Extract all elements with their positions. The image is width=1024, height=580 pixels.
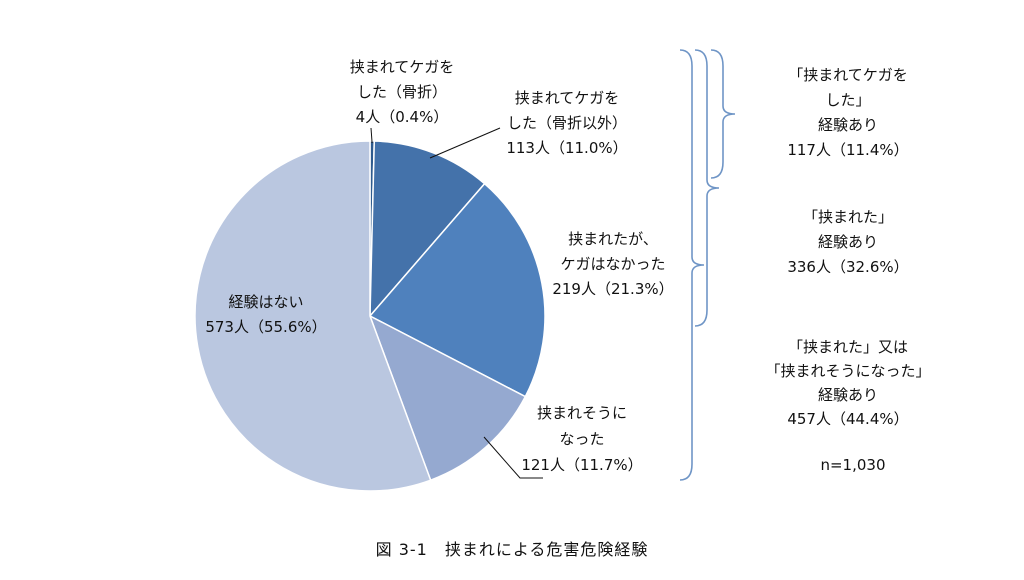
slice-label-near_miss-line-3: 121人（11.7%） (521, 456, 642, 474)
slice-label-fracture-line-2: した（骨折） (357, 83, 447, 101)
slice-labels: 挟まれてケガをした（骨折）4人（0.4%）挟まれてケガをした（骨折以外）113人… (205, 58, 673, 474)
brace-caught-experience (694, 49, 720, 327)
slice-label-fracture-line-3: 4人（0.4%） (356, 108, 449, 126)
sample-size-label: n=1,030 (820, 456, 885, 474)
brace-caught-or-near-miss (679, 49, 705, 481)
group-label-2-line-1: 「挟まれた」 (803, 208, 893, 226)
slice-label-injury_other-line-3: 113人（11.0%） (506, 139, 627, 157)
slice-label-near_miss-line-2: なった (559, 430, 604, 448)
group-label-2-line-2: 経験あり (818, 233, 878, 251)
pie-slice-injury_other (369, 140, 486, 319)
slice-label-fracture-line-1: 挟まれてケガを (350, 58, 455, 76)
slice-label-caught_no_injury-line-1: 挟まれたが、 (568, 230, 658, 248)
leader-line-near_miss (483, 436, 543, 479)
pie-slices (194, 140, 546, 492)
group-label-3-line-1: 「挟まれた」又は (788, 338, 908, 356)
slice-label-injury_other-line-2: した（骨折以外） (507, 114, 627, 132)
slice-label-caught_no_injury-line-3: 219人（21.3%） (552, 280, 673, 298)
slice-label-none-line-1: 経験はない (228, 293, 303, 311)
group-brackets (679, 49, 736, 481)
leader-line-injury_other (429, 127, 501, 159)
slice-label-injury_other-line-1: 挟まれてケガを (515, 89, 620, 107)
slice-label-none-line-2: 573人（55.6%） (205, 318, 326, 336)
leader-line-fracture (370, 127, 373, 144)
group-label-1-line-1: 「挟まれてケガを (788, 66, 908, 84)
leader-lines (370, 127, 543, 479)
brace-injury-experience (710, 49, 736, 179)
group-label-2-line-3: 336人（32.6%） (787, 258, 908, 276)
slice-label-near_miss-line-1: 挟まれそうに (537, 404, 627, 422)
slice-label-caught_no_injury-line-2: ケガはなかった (560, 255, 665, 273)
group-label-3-line-3: 経験あり (818, 386, 878, 404)
group-label-1-line-3: 経験あり (818, 116, 878, 134)
group-label-3-line-2: 「挟まれそうになった」 (765, 362, 930, 380)
figure-caption: 図 3-1 挟まれによる危害危険経験 (376, 540, 649, 559)
group-label-1-line-4: 117人（11.4%） (787, 141, 908, 159)
pie-slice-caught_no_injury (368, 182, 546, 398)
group-label-3-line-4: 457人（44.4%） (787, 410, 908, 428)
pie-slice-none (194, 140, 432, 492)
group-label-1-line-2: した」 (825, 91, 870, 109)
